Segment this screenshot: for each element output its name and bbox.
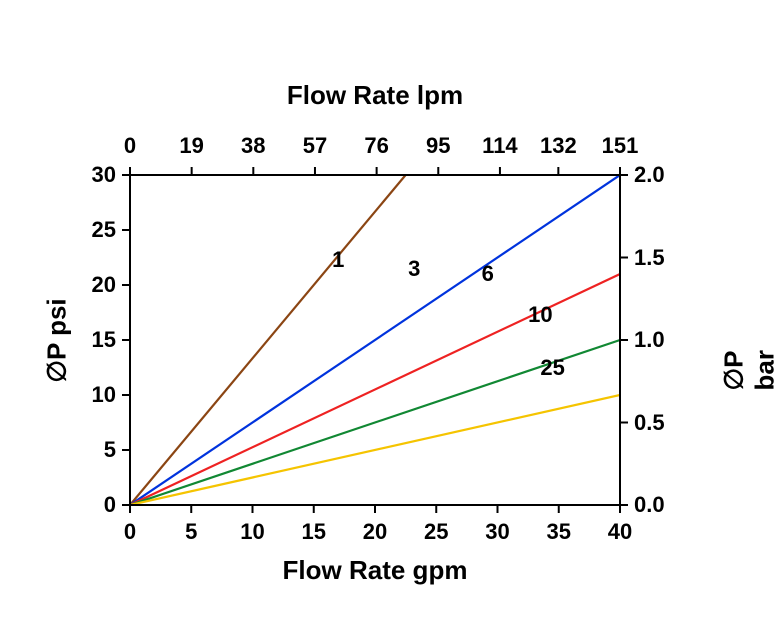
series-label-3: 3 (408, 256, 420, 282)
y-left-tick-0: 0 (36, 492, 116, 518)
y-left-tick-25: 25 (36, 217, 116, 243)
plot-area (0, 0, 784, 642)
y-left-tick-10: 10 (36, 382, 116, 408)
chart-canvas: Flow Rate lpm Flow Rate gpm ∅P psi ∅P ba… (0, 0, 784, 642)
y-left-tick-15: 15 (36, 327, 116, 353)
series-label-6: 6 (482, 261, 494, 287)
y-right-tick-0.5: 0.5 (634, 410, 714, 436)
y-right-tick-1.5: 1.5 (634, 245, 714, 271)
x-top-tick-151: 151 (580, 133, 660, 159)
y-right-tick-2.0: 2.0 (634, 162, 714, 188)
y-right-tick-0.0: 0.0 (634, 492, 714, 518)
y-left-tick-30: 30 (36, 162, 116, 188)
series-line-3 (130, 175, 620, 505)
series-label-1: 1 (332, 247, 344, 273)
y-left-tick-20: 20 (36, 272, 116, 298)
series-line-25 (130, 395, 620, 505)
series-label-10: 10 (528, 302, 552, 328)
series-line-1 (130, 175, 406, 505)
x-bottom-tick-40: 40 (580, 519, 660, 545)
series-label-25: 25 (540, 355, 564, 381)
y-left-tick-5: 5 (36, 437, 116, 463)
y-right-tick-1.0: 1.0 (634, 327, 714, 353)
